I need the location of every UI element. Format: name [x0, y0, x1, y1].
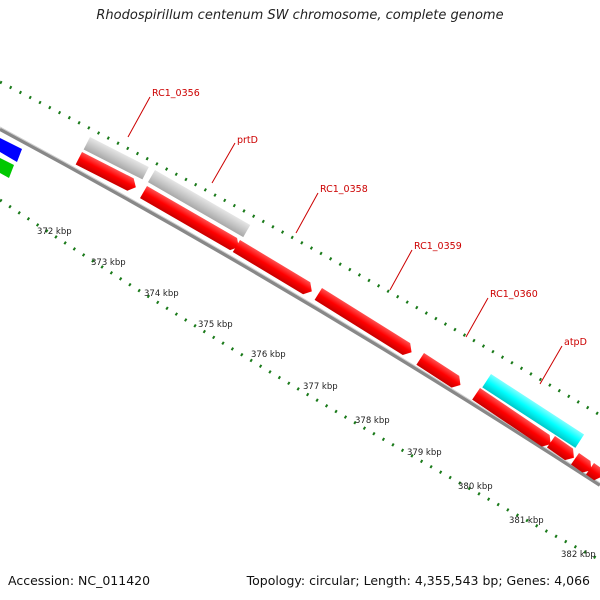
kbp-label: 375 kbp — [198, 320, 233, 330]
accession-text: Accession: NC_011420 — [8, 573, 151, 588]
kbp-label: 380 kbp — [458, 482, 493, 492]
gene-prtD-rna[interactable] — [148, 170, 251, 238]
blue-feature[interactable] — [0, 138, 22, 162]
kbp-label: 378 kbp — [355, 416, 390, 426]
leader-RC1_0360 — [465, 297, 489, 338]
kbp-label: 381 kbp — [509, 516, 544, 526]
map-title: Rhodospirillum centenum SW chromosome, c… — [96, 8, 504, 23]
gene-RC1_0356-cds[interactable] — [75, 152, 139, 194]
gene-RC1_0358-cds[interactable] — [232, 240, 316, 297]
gene-RC1_0356-rna[interactable] — [83, 137, 149, 180]
leader-RC1_0358 — [295, 192, 319, 234]
gene-atpD-highlight[interactable] — [482, 374, 585, 448]
chromosome-backbone — [0, 127, 600, 487]
inner-tick-ring — [0, 198, 600, 562]
gene-label-RC1_0359: RC1_0359 — [414, 241, 462, 252]
leader-RC1_0359 — [389, 249, 413, 291]
green-feature[interactable] — [0, 158, 14, 178]
gene-atpD-cds[interactable] — [472, 388, 554, 450]
gene-label-atpD: atpD — [564, 337, 587, 348]
leader-atpD — [539, 345, 563, 385]
gene-label-RC1_0356: RC1_0356 — [152, 88, 200, 99]
kbp-label: 373 kbp — [91, 258, 126, 268]
genome-summary-text: Topology: circular; Length: 4,355,543 bp… — [246, 573, 590, 588]
gene-label-RC1_0360: RC1_0360 — [490, 289, 538, 300]
leader-RC1_0356 — [127, 96, 151, 138]
kbp-label: 374 kbp — [144, 289, 179, 299]
gene-cds-small-2[interactable] — [570, 453, 595, 476]
gene-RC1_0360-cds[interactable] — [416, 353, 464, 391]
gene-RC1_0359-cds[interactable] — [314, 288, 416, 358]
outer-tick-ring — [0, 80, 600, 417]
gene-prtD-cds[interactable] — [140, 186, 242, 253]
gene-cds-small-3[interactable] — [585, 463, 600, 482]
gene-label-RC1_0358: RC1_0358 — [320, 184, 368, 195]
leader-prtD — [211, 142, 236, 184]
gene-cds-small-1[interactable] — [546, 436, 578, 464]
kbp-label: 382 kbp — [561, 550, 596, 560]
gene-label-prtD: prtD — [237, 135, 258, 146]
kbp-label: 379 kbp — [407, 448, 442, 458]
kbp-label: 376 kbp — [251, 350, 286, 360]
kbp-label: 372 kbp — [37, 227, 72, 237]
kbp-label: 377 kbp — [303, 382, 338, 392]
